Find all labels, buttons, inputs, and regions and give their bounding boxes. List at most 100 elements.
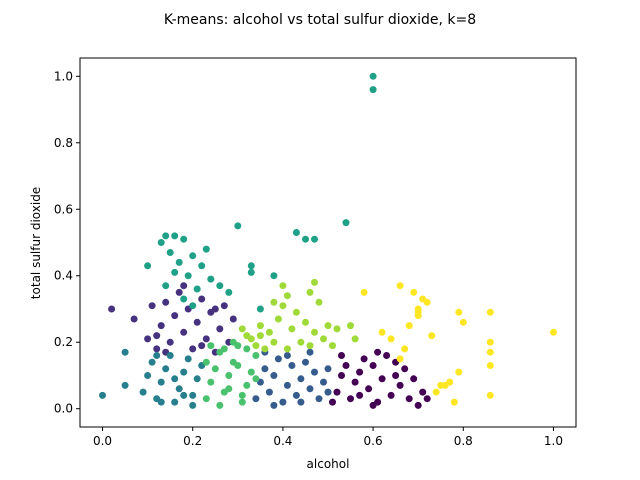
data-point bbox=[311, 235, 318, 243]
data-point bbox=[338, 352, 345, 359]
data-point bbox=[283, 292, 291, 300]
data-point bbox=[351, 378, 359, 386]
data-point bbox=[243, 345, 251, 353]
data-point bbox=[450, 398, 458, 406]
data-point bbox=[121, 348, 129, 356]
data-point bbox=[365, 385, 373, 393]
data-point bbox=[414, 401, 422, 409]
x-axis: 0.0 0.2 0.4 0.6 0.8 1.0 bbox=[93, 427, 563, 448]
data-point bbox=[198, 295, 206, 303]
data-point bbox=[270, 298, 278, 306]
data-point bbox=[202, 245, 210, 253]
data-point bbox=[274, 355, 282, 363]
data-point bbox=[256, 332, 264, 340]
data-point bbox=[428, 332, 436, 340]
data-point bbox=[378, 375, 386, 383]
data-point bbox=[220, 345, 228, 353]
data-point bbox=[198, 342, 206, 350]
y-tick-label: 1.0 bbox=[54, 69, 73, 83]
data-point bbox=[148, 358, 156, 366]
data-point bbox=[383, 352, 391, 359]
data-point bbox=[207, 342, 215, 350]
data-point bbox=[401, 365, 409, 373]
data-point bbox=[153, 332, 161, 340]
data-point bbox=[247, 262, 255, 270]
data-point bbox=[265, 328, 273, 336]
data-point bbox=[315, 298, 323, 306]
data-point bbox=[369, 86, 377, 94]
x-tick-label: 0.8 bbox=[454, 434, 473, 448]
y-tick-label: 0.6 bbox=[54, 202, 73, 216]
data-point bbox=[252, 342, 260, 350]
data-point bbox=[216, 282, 224, 290]
data-point bbox=[202, 395, 210, 403]
data-point bbox=[184, 355, 192, 363]
data-point bbox=[378, 328, 386, 336]
data-point bbox=[320, 378, 327, 386]
data-point bbox=[171, 375, 179, 383]
data-point bbox=[414, 308, 422, 316]
data-point bbox=[306, 342, 314, 350]
data-point bbox=[356, 368, 364, 376]
data-point bbox=[265, 388, 273, 396]
data-point bbox=[270, 401, 278, 409]
data-point bbox=[99, 391, 106, 399]
data-point bbox=[171, 232, 179, 240]
data-point bbox=[216, 325, 224, 333]
x-tick-label: 1.0 bbox=[544, 434, 563, 448]
data-point bbox=[252, 352, 260, 359]
data-point bbox=[220, 302, 228, 310]
data-point bbox=[347, 322, 354, 330]
data-point bbox=[459, 318, 467, 326]
data-point bbox=[157, 322, 165, 330]
data-point bbox=[193, 318, 201, 326]
x-tick-label: 0.2 bbox=[183, 434, 202, 448]
data-point bbox=[180, 368, 188, 376]
data-point bbox=[297, 375, 305, 383]
data-point bbox=[302, 235, 309, 243]
data-point bbox=[342, 362, 350, 369]
data-point bbox=[207, 275, 215, 283]
y-axis: 0.0 0.2 0.4 0.6 0.8 1.0 bbox=[54, 69, 80, 416]
data-point bbox=[180, 295, 188, 303]
data-point bbox=[396, 355, 404, 363]
data-point bbox=[333, 325, 341, 333]
data-point bbox=[180, 282, 188, 290]
data-point bbox=[162, 298, 170, 306]
y-tick-label: 0.2 bbox=[54, 335, 73, 349]
chart-title: K-means: alcohol vs total sulfur dioxide… bbox=[164, 12, 476, 28]
x-tick-label: 0.4 bbox=[273, 434, 292, 448]
data-point bbox=[360, 355, 368, 363]
data-point bbox=[302, 358, 309, 366]
data-point bbox=[486, 391, 494, 399]
data-point bbox=[108, 305, 116, 313]
data-point bbox=[153, 352, 161, 359]
data-point bbox=[184, 272, 192, 280]
data-point bbox=[374, 348, 382, 356]
data-point bbox=[247, 268, 255, 276]
data-point bbox=[369, 401, 377, 409]
data-point bbox=[423, 298, 431, 306]
data-point bbox=[157, 239, 165, 246]
data-point bbox=[292, 229, 300, 236]
data-point bbox=[292, 308, 300, 316]
data-point bbox=[238, 398, 246, 406]
data-point bbox=[283, 381, 291, 389]
data-point bbox=[392, 372, 400, 379]
data-point bbox=[175, 258, 183, 266]
data-point bbox=[360, 288, 368, 296]
data-point bbox=[225, 385, 233, 393]
data-point bbox=[171, 268, 179, 276]
x-axis-label: alcohol bbox=[307, 457, 350, 471]
y-axis-label: total sulfur dioxide bbox=[29, 187, 43, 299]
data-point bbox=[166, 249, 174, 256]
data-point bbox=[256, 305, 264, 313]
data-point bbox=[189, 391, 197, 399]
data-point bbox=[410, 375, 418, 383]
data-point bbox=[283, 345, 291, 353]
x-tick-label: 0.0 bbox=[93, 434, 112, 448]
data-point bbox=[387, 335, 395, 343]
data-point bbox=[175, 385, 183, 393]
data-point bbox=[387, 391, 395, 399]
data-point bbox=[202, 335, 210, 343]
